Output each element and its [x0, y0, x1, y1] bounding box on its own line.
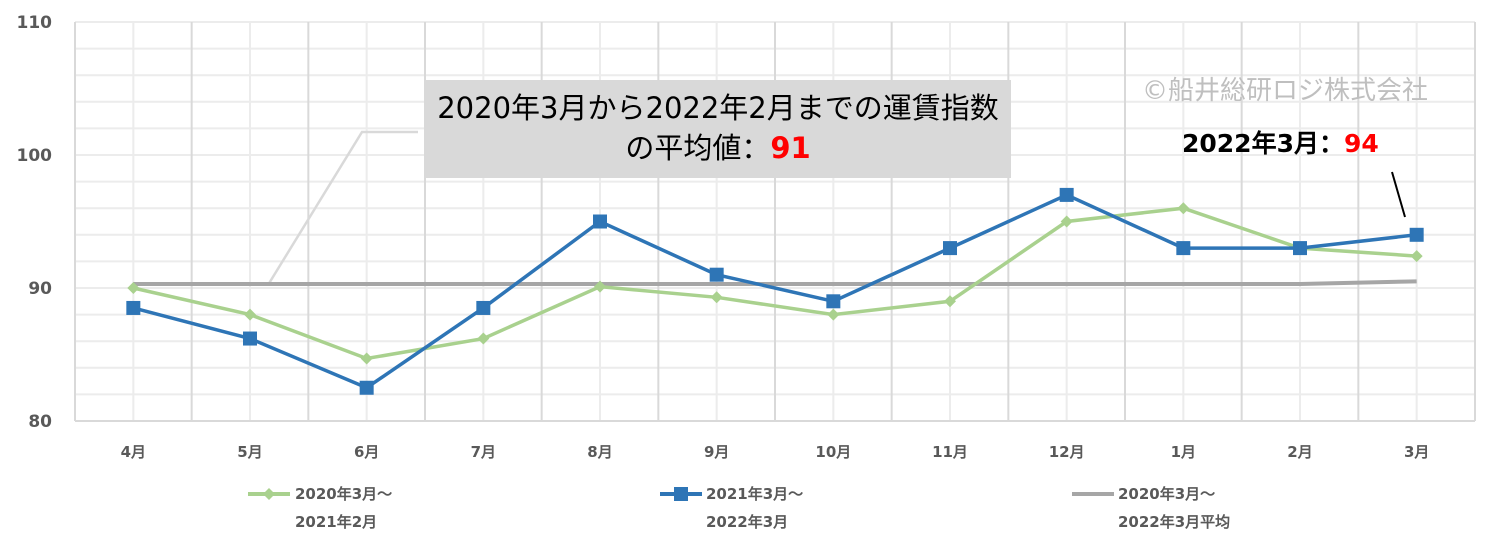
point-label: 2022年3月：94 — [1182, 124, 1379, 160]
legend-marker-square — [674, 487, 688, 501]
data-point-square — [126, 300, 141, 315]
series-line — [133, 279, 1417, 287]
data-point-diamond — [1060, 215, 1073, 228]
callout-value: 91 — [770, 131, 811, 165]
x-tick-label: 6月 — [354, 443, 379, 461]
data-point-square — [1409, 227, 1424, 242]
legend-marker-diamond — [263, 488, 275, 500]
data-point-square — [593, 214, 607, 229]
average-callout: 2020年3月から2022年2月までの運賃指数の平均値：91 — [425, 80, 1011, 178]
watermark: ©船井総研ロジ株式会社 — [1142, 76, 1429, 106]
legend-entry-3: 2020年3月～ 2022年3月平均 — [1118, 480, 1230, 536]
data-point-square — [476, 300, 491, 315]
data-point-diamond — [594, 280, 606, 293]
series-line — [132, 192, 1417, 390]
point-label-value: 94 — [1343, 129, 1379, 158]
legend-label: 2020年3月～ — [1118, 485, 1216, 503]
data-point-square — [709, 267, 724, 282]
x-tick-label: 12月 — [1049, 443, 1085, 461]
point-label-leader-line — [1391, 171, 1406, 218]
x-tick-label: 7月 — [471, 443, 496, 461]
series-line — [132, 206, 1417, 361]
data-point-square — [943, 241, 957, 256]
x-tick-label: 10月 — [815, 443, 851, 461]
data-point-square — [359, 380, 374, 395]
x-tick-label: 2月 — [1287, 443, 1312, 461]
x-tick-label: 3月 — [1404, 443, 1429, 461]
data-point-diamond — [710, 291, 723, 304]
data-point-diamond — [360, 352, 373, 365]
legend-label: 2021年2月 — [295, 513, 378, 531]
data-point-square — [1293, 241, 1307, 256]
point-label-text: 2022年3月： — [1182, 129, 1344, 158]
data-point-diamond — [944, 295, 956, 308]
legend-label: 2022年3月平均 — [1118, 513, 1231, 531]
data-point-diamond — [477, 332, 490, 345]
legend-entry-1: 2020年3月～ 2021年2月 — [295, 480, 392, 536]
data-point-diamond — [827, 308, 840, 321]
data-point-diamond — [244, 308, 256, 321]
callout-leader-line — [266, 130, 418, 286]
legend-label: 2022年3月 — [706, 513, 789, 531]
data-point-square — [1176, 241, 1191, 256]
data-point-diamond — [127, 282, 140, 294]
x-tick-label: 4月 — [121, 443, 146, 461]
data-point-square — [1059, 187, 1074, 202]
y-tick-label: 80 — [28, 412, 52, 432]
x-tick-label: 11月 — [932, 443, 968, 461]
x-tick-label: 1月 — [1171, 443, 1196, 461]
y-tick-label: 110 — [17, 13, 53, 33]
callout-text: 2020年3月から2022年2月までの運賃指数の平均値： — [437, 91, 999, 165]
data-point-diamond — [1410, 250, 1423, 263]
y-tick-label: 90 — [28, 279, 52, 299]
legend-label: 2020年3月～ — [295, 485, 393, 503]
x-tick-label: 5月 — [237, 443, 262, 461]
data-point-square — [826, 294, 841, 309]
legend-label: 2021年3月～ — [706, 485, 804, 503]
data-point-square — [243, 331, 257, 346]
x-tick-label: 8月 — [587, 443, 612, 461]
y-tick-label: 100 — [17, 146, 53, 166]
legend-entry-2: 2021年3月～ 2022年3月 — [706, 480, 803, 536]
data-point-diamond — [1177, 202, 1190, 215]
x-tick-label: 9月 — [704, 443, 729, 461]
